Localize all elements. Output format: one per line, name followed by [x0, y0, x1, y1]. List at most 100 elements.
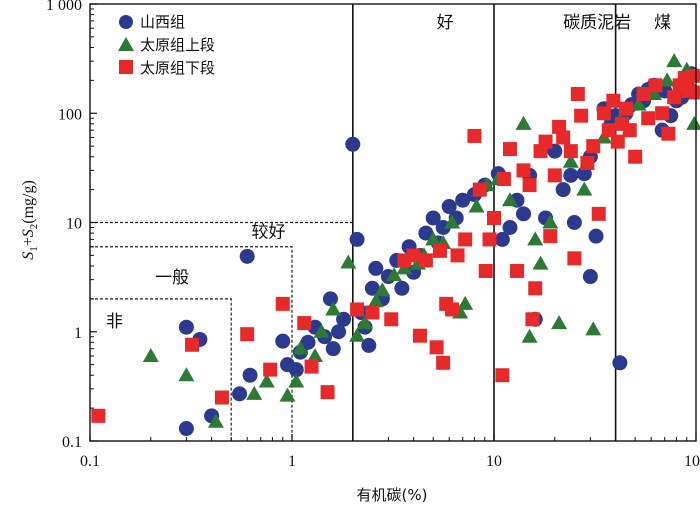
data-point [307, 347, 324, 362]
data-point [349, 327, 366, 342]
data-point [232, 386, 248, 402]
data-point [386, 267, 403, 282]
data-point [542, 214, 559, 229]
data-point [304, 359, 319, 374]
data-point [246, 385, 263, 400]
data-point [618, 101, 633, 116]
data-point [567, 251, 582, 266]
legend-marker-taiyuan-lower [119, 60, 133, 74]
x-tick-label: 10 [486, 453, 502, 470]
legend-marker-shanxi [119, 15, 133, 29]
data-point [178, 421, 194, 437]
data-point [563, 167, 579, 183]
data-point [384, 312, 399, 327]
data-point [91, 408, 106, 423]
data-point [412, 328, 427, 343]
data-point [242, 367, 258, 383]
classification-box-1 [90, 246, 293, 441]
data-point [538, 134, 553, 149]
data-point [325, 341, 341, 357]
data-point [525, 312, 540, 327]
data-point [582, 269, 598, 285]
legend-marker-taiyuan-upper [118, 37, 134, 51]
zone-label: 一般 [155, 268, 189, 288]
data-point [515, 115, 532, 130]
data-point [275, 296, 290, 311]
data-point [576, 181, 593, 196]
x-axis-label: 有机碳(%) [357, 486, 428, 504]
legend-label-taiyuan-lower: 太原组下段 [140, 59, 215, 77]
data-point [214, 390, 229, 405]
data-point [516, 163, 531, 178]
data-point [666, 53, 683, 68]
y-axis-label-part: (mg/g) [20, 180, 37, 224]
data-point [142, 347, 159, 362]
data-point [655, 106, 670, 121]
data-point [279, 387, 296, 402]
data-point [496, 172, 511, 187]
data-point [275, 333, 291, 349]
data-point [478, 263, 493, 278]
data-point [340, 254, 357, 269]
data-point [418, 253, 433, 268]
data-point [510, 263, 525, 278]
scatter-points [91, 53, 700, 437]
y-axis-label-part: S [20, 229, 37, 237]
data-point [436, 355, 451, 370]
y-tick-label: 0.1 [62, 434, 82, 451]
data-point [331, 324, 347, 340]
data-point [591, 206, 606, 221]
data-point [263, 362, 278, 377]
zone-label: 煤 [654, 13, 671, 33]
data-point [345, 136, 361, 152]
data-point [297, 316, 312, 331]
data-point [458, 232, 473, 247]
data-point [178, 319, 194, 335]
data-point [336, 311, 352, 327]
data-point [522, 178, 537, 193]
data-point [555, 182, 571, 198]
data-point [588, 228, 604, 244]
data-point [586, 139, 601, 154]
data-point [502, 219, 518, 235]
data-point [661, 126, 676, 141]
y-axis-label-part: 2 [28, 224, 40, 230]
data-point [494, 231, 510, 247]
data-point [374, 282, 391, 297]
data-point [185, 337, 200, 352]
data-point [516, 206, 532, 222]
data-point [450, 248, 465, 263]
data-point [288, 373, 305, 388]
data-point [527, 231, 544, 246]
data-point [468, 198, 485, 213]
data-point [429, 340, 444, 355]
data-point [547, 168, 562, 183]
data-point [441, 199, 457, 215]
data-point [630, 96, 647, 111]
y-axis-label: S1+S2(mg/g) [20, 180, 40, 260]
data-point [349, 231, 365, 247]
data-point [667, 90, 682, 105]
data-point [445, 302, 460, 317]
data-point [628, 149, 643, 164]
data-point [313, 323, 330, 338]
data-point [364, 280, 380, 296]
data-point [580, 156, 595, 171]
data-point [585, 321, 602, 336]
data-point [622, 123, 637, 138]
data-point [455, 192, 471, 208]
x-tick-label: 1 [288, 453, 296, 470]
data-point [566, 215, 582, 230]
data-point [292, 340, 309, 355]
data-point [543, 229, 558, 244]
x-tick-label: 0.1 [80, 453, 100, 470]
legend: 山西组 太原组上段 太原组下段 [118, 13, 215, 77]
y-axis-label-part: S [20, 252, 37, 260]
data-point [563, 144, 578, 159]
data-point [207, 413, 224, 428]
data-point [532, 255, 549, 270]
y-axis-label-part: + [20, 237, 37, 246]
data-point [357, 315, 374, 330]
data-point [444, 214, 461, 229]
data-point [406, 248, 421, 263]
